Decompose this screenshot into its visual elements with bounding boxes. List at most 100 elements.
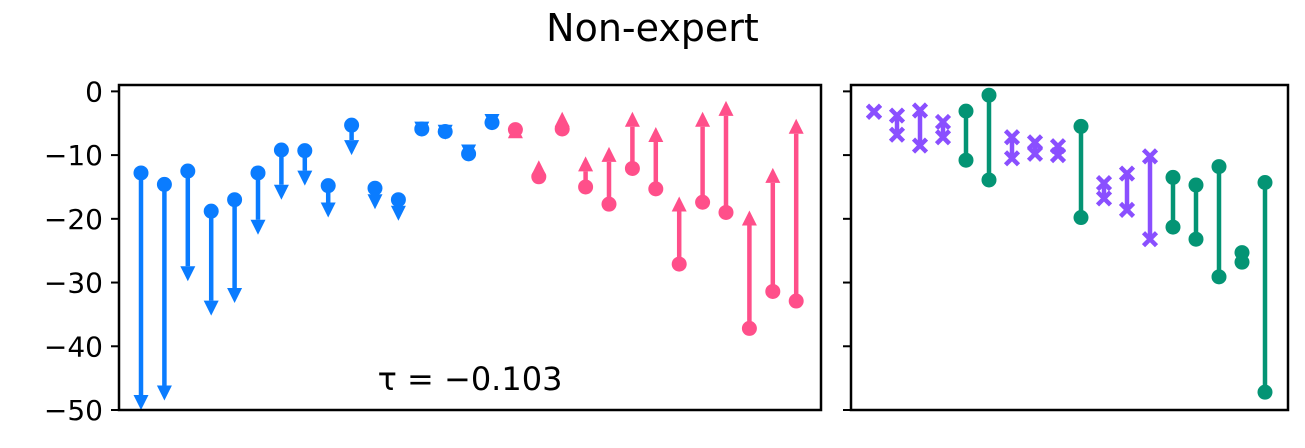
range-green bbox=[1165, 169, 1181, 235]
arrow-start-point bbox=[297, 143, 313, 159]
arrow-start-point bbox=[367, 180, 383, 196]
arrow-start-point bbox=[648, 181, 664, 197]
arrow-head bbox=[180, 266, 196, 282]
arrow-start-point bbox=[531, 169, 547, 185]
cross-marker bbox=[888, 107, 906, 124]
dot-marker bbox=[1188, 231, 1204, 247]
arrow-start-point bbox=[414, 121, 430, 137]
arrow-down bbox=[461, 144, 477, 162]
tau-annotation: τ = −0.103 bbox=[378, 360, 563, 398]
dot-marker bbox=[1234, 254, 1250, 270]
arrow-down bbox=[484, 113, 500, 131]
arrow-head bbox=[671, 196, 687, 212]
cross-marker bbox=[1141, 148, 1159, 165]
cross-marker bbox=[1118, 165, 1136, 182]
arrow-start-point bbox=[320, 178, 336, 194]
arrow-up bbox=[624, 111, 640, 176]
arrow-start-point bbox=[741, 320, 757, 336]
cross-marker bbox=[934, 113, 952, 131]
arrow-start-point bbox=[461, 146, 477, 162]
arrow-head bbox=[344, 140, 360, 156]
cross-marker bbox=[1095, 175, 1113, 192]
dot-marker bbox=[1188, 177, 1204, 193]
arrow-down bbox=[273, 142, 289, 200]
arrow-head bbox=[133, 395, 149, 410]
cross-marker bbox=[1095, 190, 1113, 207]
arrow-head bbox=[273, 184, 289, 200]
cross-marker bbox=[1049, 147, 1067, 164]
cross-marker bbox=[888, 126, 906, 143]
arrow-start-point bbox=[624, 160, 640, 176]
range-purple bbox=[1003, 129, 1021, 167]
arrow-start-point bbox=[554, 121, 570, 137]
range-purple bbox=[1095, 175, 1113, 207]
arrow-head bbox=[695, 111, 711, 127]
arrow-start-point bbox=[788, 293, 804, 309]
arrow-down bbox=[203, 203, 219, 316]
arrow-head bbox=[578, 156, 594, 172]
arrow-down bbox=[390, 192, 406, 221]
arrow-head bbox=[227, 287, 243, 303]
cross-marker bbox=[1118, 201, 1136, 218]
arrow-down bbox=[133, 165, 149, 410]
dot-marker bbox=[1073, 118, 1089, 134]
arrow-start-point bbox=[390, 192, 406, 208]
arrow-start-point bbox=[156, 176, 172, 192]
y-tick-label: −50 bbox=[44, 394, 103, 427]
arrow-down bbox=[156, 176, 172, 401]
arrow-start-point bbox=[671, 256, 687, 272]
arrow-down bbox=[180, 163, 196, 282]
arrow-up bbox=[718, 100, 734, 220]
arrow-start-point bbox=[273, 142, 289, 158]
range-purple bbox=[888, 107, 906, 143]
y-tick-label: −30 bbox=[44, 267, 103, 300]
dot-marker bbox=[1165, 219, 1181, 235]
right-panel-frame bbox=[849, 83, 1290, 412]
arrow-up bbox=[554, 111, 570, 137]
range-green bbox=[1073, 118, 1089, 226]
arrow-head bbox=[250, 219, 266, 235]
arrow-up bbox=[671, 196, 687, 272]
arrow-head bbox=[741, 210, 757, 226]
cross-marker bbox=[911, 102, 929, 119]
arrow-start-point bbox=[507, 122, 523, 138]
arrow-start-point bbox=[180, 163, 196, 179]
cross-marker bbox=[1003, 129, 1021, 146]
y-tick-label: −10 bbox=[44, 139, 103, 172]
arrow-down bbox=[367, 180, 383, 210]
y-axis: 0 −10 −20 −30 −40 −50 bbox=[44, 75, 851, 427]
arrow-down bbox=[250, 165, 266, 235]
arrow-down bbox=[297, 143, 313, 186]
arrow-start-point bbox=[437, 124, 453, 140]
arrow-up bbox=[788, 118, 804, 309]
arrow-down bbox=[227, 192, 243, 303]
arrow-up bbox=[765, 167, 781, 299]
arrow-start-point bbox=[227, 192, 243, 208]
arrow-head bbox=[765, 167, 781, 183]
arrow-start-point bbox=[718, 204, 734, 220]
arrow-up bbox=[695, 111, 711, 210]
arrow-head bbox=[390, 205, 406, 221]
dot-marker bbox=[958, 152, 974, 168]
arrow-head bbox=[718, 100, 734, 116]
arrow-start-point bbox=[695, 194, 711, 210]
arrow-head bbox=[297, 170, 313, 186]
dot-marker bbox=[1257, 384, 1273, 400]
range-green bbox=[1211, 159, 1227, 285]
arrow-start-point bbox=[578, 179, 594, 195]
dot-marker bbox=[981, 172, 997, 188]
cross-marker bbox=[934, 129, 952, 146]
range-purple bbox=[1026, 134, 1044, 162]
arrow-start-point bbox=[250, 165, 266, 181]
arrow-head bbox=[320, 202, 336, 218]
range-purple bbox=[1049, 138, 1067, 164]
arrow-down bbox=[414, 121, 430, 137]
arrow-down bbox=[320, 178, 336, 218]
chart-title: Non-expert bbox=[546, 6, 759, 50]
dot-marker bbox=[1165, 169, 1181, 185]
range-green bbox=[1257, 175, 1273, 400]
arrow-start-point bbox=[344, 117, 360, 133]
y-tick-label: −20 bbox=[44, 203, 103, 236]
dot-marker bbox=[1257, 175, 1273, 190]
